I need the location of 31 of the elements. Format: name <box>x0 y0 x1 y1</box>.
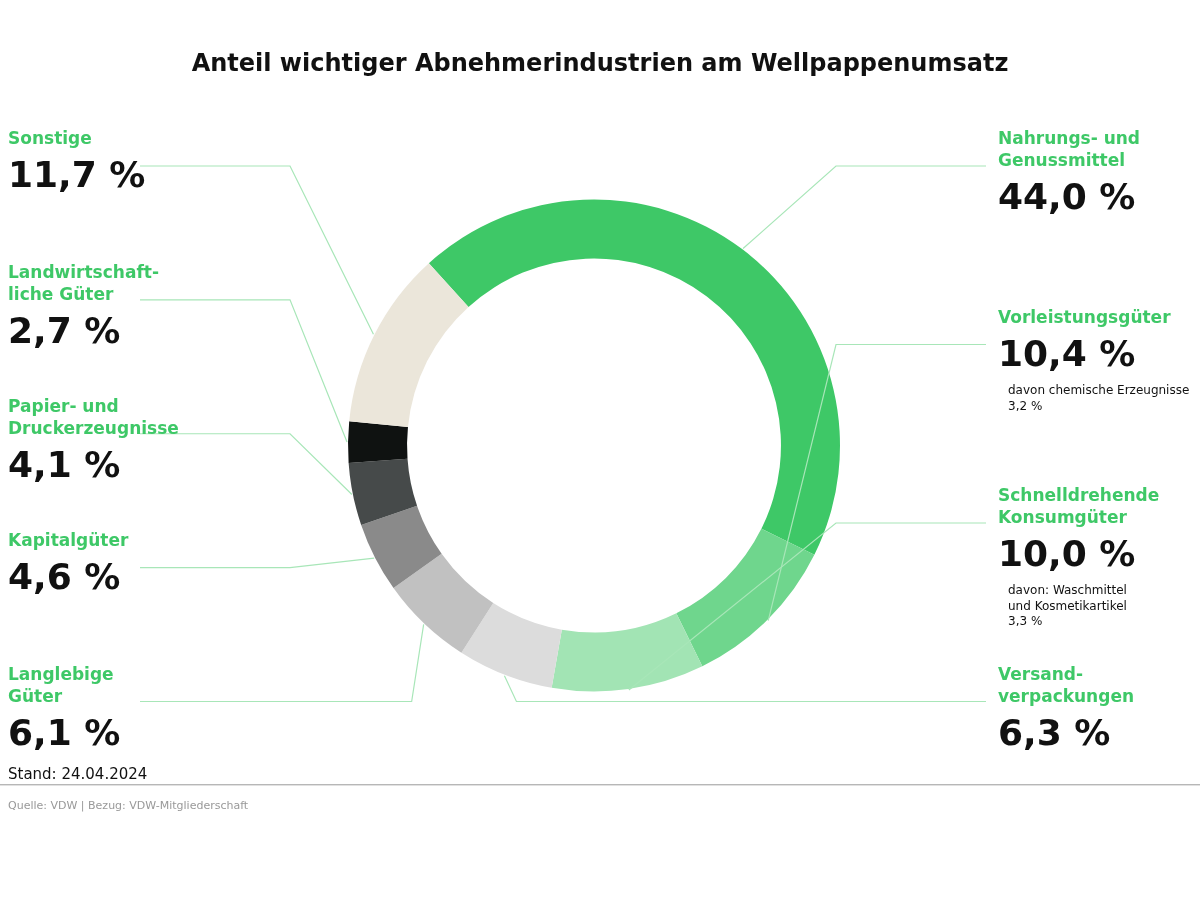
data-label: 6,3 % <box>998 712 1111 753</box>
data-label: 6,1 % <box>8 712 121 753</box>
chart-title: Anteil wichtiger Abnehmerindustrien am Wellpappenumsatz <box>191 49 1009 78</box>
donut-slice <box>349 263 469 428</box>
donut-slice <box>676 528 815 667</box>
donut-slice <box>348 458 418 525</box>
slice-label: Nahrungs- und Genussmittel <box>998 128 1141 171</box>
slice-label: Schnelldrehende Konsumgüter <box>998 485 1160 528</box>
text: Stand: 24.04.2024 <box>8 765 148 783</box>
source-note: Quelle: VDW | Bezug: VDW-Mitgliederschaft <box>8 799 249 812</box>
donut-slice <box>461 602 562 688</box>
slice-label: Landwirtschaft- liche Güter <box>8 262 159 305</box>
data-label: 11,7 % <box>8 154 146 195</box>
donut-slice <box>393 553 494 653</box>
data-label: 4,1 % <box>8 444 121 485</box>
text: davon chemische Erzeugnisse 3,2 % <box>1008 383 1190 413</box>
slice-label: Versand- verpackungen <box>998 664 1135 707</box>
donut-slice <box>361 505 442 589</box>
text: davon: Waschmittel und Kosmetikartikel 3,3 % <box>1008 583 1127 629</box>
slice-label: Vorleistungsgüter <box>998 307 1172 327</box>
data-label: 4,6 % <box>8 556 121 597</box>
slice-label: Kapitalgüter <box>8 530 129 550</box>
data-label: 10,4 % <box>998 333 1136 374</box>
data-label: 44,0 % <box>998 176 1136 217</box>
donut-slice <box>428 199 840 555</box>
slice-label: Sonstige <box>8 128 92 148</box>
slice-label: Papier- und Druckerzeugnisse <box>8 396 179 439</box>
donut-slice <box>348 421 408 463</box>
slice-label: Langlebige Güter <box>8 664 114 707</box>
data-label: 10,0 % <box>998 533 1136 574</box>
data-label: 2,7 % <box>8 310 121 351</box>
